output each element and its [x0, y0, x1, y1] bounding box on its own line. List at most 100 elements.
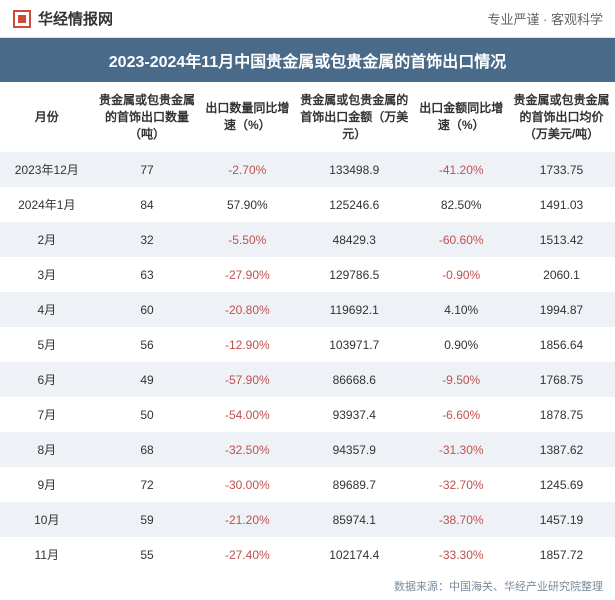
- table-row: 3月63-27.90%129786.5-0.90%2060.1: [0, 257, 615, 292]
- cell-avg: 1491.03: [508, 187, 615, 222]
- cell-avg: 1857.72: [508, 537, 615, 572]
- cell-qty: 72: [94, 467, 201, 502]
- col-header-qty: 贵金属或包贵金属的首饰出口数量（吨）: [94, 82, 201, 152]
- cell-qty-growth: -32.50%: [201, 432, 295, 467]
- cell-month: 5月: [0, 327, 94, 362]
- col-header-amount: 贵金属或包贵金属的首饰出口金额（万美元）: [294, 82, 414, 152]
- cell-amt-growth: -38.70%: [414, 502, 508, 537]
- cell-amt-growth: 4.10%: [414, 292, 508, 327]
- cell-qty: 84: [94, 187, 201, 222]
- cell-month: 2月: [0, 222, 94, 257]
- cell-avg: 1387.62: [508, 432, 615, 467]
- table-row: 8月68-32.50%94357.9-31.30%1387.62: [0, 432, 615, 467]
- cell-amount: 129786.5: [294, 257, 414, 292]
- cell-amount: 119692.1: [294, 292, 414, 327]
- cell-qty-growth: -30.00%: [201, 467, 295, 502]
- table-row: 10月59-21.20%85974.1-38.70%1457.19: [0, 502, 615, 537]
- cell-qty-growth: -5.50%: [201, 222, 295, 257]
- cell-avg: 1994.87: [508, 292, 615, 327]
- cell-amt-growth: -31.30%: [414, 432, 508, 467]
- cell-month: 8月: [0, 432, 94, 467]
- col-header-amt-growth: 出口金额同比增速（%）: [414, 82, 508, 152]
- logo-text: 华经情报网: [38, 8, 113, 29]
- cell-qty: 32: [94, 222, 201, 257]
- cell-qty-growth: -54.00%: [201, 397, 295, 432]
- logo-section: 华经情报网: [12, 8, 113, 29]
- cell-avg: 1457.19: [508, 502, 615, 537]
- cell-amt-growth: 82.50%: [414, 187, 508, 222]
- cell-month: 2023年12月: [0, 152, 94, 187]
- table-row: 2024年1月8457.90%125246.682.50%1491.03: [0, 187, 615, 222]
- cell-amount: 94357.9: [294, 432, 414, 467]
- data-table-container: 月份 贵金属或包贵金属的首饰出口数量（吨） 出口数量同比增速（%） 贵金属或包贵…: [0, 82, 615, 572]
- col-header-month: 月份: [0, 82, 94, 152]
- chart-title: 2023-2024年11月中国贵金属或包贵金属的首饰出口情况: [0, 38, 615, 82]
- cell-qty-growth: -20.80%: [201, 292, 295, 327]
- cell-qty-growth: -21.20%: [201, 502, 295, 537]
- cell-avg: 1856.64: [508, 327, 615, 362]
- cell-qty-growth: -57.90%: [201, 362, 295, 397]
- cell-qty-growth: -27.90%: [201, 257, 295, 292]
- cell-avg: 1513.42: [508, 222, 615, 257]
- cell-avg: 1878.75: [508, 397, 615, 432]
- data-table: 月份 贵金属或包贵金属的首饰出口数量（吨） 出口数量同比增速（%） 贵金属或包贵…: [0, 82, 615, 572]
- cell-qty: 60: [94, 292, 201, 327]
- table-row: 9月72-30.00%89689.7-32.70%1245.69: [0, 467, 615, 502]
- cell-amount: 86668.6: [294, 362, 414, 397]
- cell-month: 6月: [0, 362, 94, 397]
- cell-amount: 93937.4: [294, 397, 414, 432]
- cell-month: 2024年1月: [0, 187, 94, 222]
- cell-qty: 50: [94, 397, 201, 432]
- cell-qty: 55: [94, 537, 201, 572]
- col-header-avg: 贵金属或包贵金属的首饰出口均价（万美元/吨）: [508, 82, 615, 152]
- cell-qty-growth: 57.90%: [201, 187, 295, 222]
- cell-amt-growth: -0.90%: [414, 257, 508, 292]
- cell-month: 4月: [0, 292, 94, 327]
- table-row: 2023年12月77-2.70%133498.9-41.20%1733.75: [0, 152, 615, 187]
- cell-qty: 49: [94, 362, 201, 397]
- cell-avg: 1768.75: [508, 362, 615, 397]
- table-row: 7月50-54.00%93937.4-6.60%1878.75: [0, 397, 615, 432]
- tagline: 专业严谨 · 客观科学: [487, 9, 603, 28]
- cell-avg: 1245.69: [508, 467, 615, 502]
- cell-qty: 77: [94, 152, 201, 187]
- table-body: 2023年12月77-2.70%133498.9-41.20%1733.7520…: [0, 152, 615, 572]
- cell-avg: 1733.75: [508, 152, 615, 187]
- cell-amount: 48429.3: [294, 222, 414, 257]
- cell-amt-growth: -60.60%: [414, 222, 508, 257]
- table-row: 2月32-5.50%48429.3-60.60%1513.42: [0, 222, 615, 257]
- table-row: 5月56-12.90%103971.70.90%1856.64: [0, 327, 615, 362]
- cell-amt-growth: -41.20%: [414, 152, 508, 187]
- col-header-qty-growth: 出口数量同比增速（%）: [201, 82, 295, 152]
- cell-amt-growth: -32.70%: [414, 467, 508, 502]
- cell-month: 11月: [0, 537, 94, 572]
- logo-icon: [12, 9, 32, 29]
- cell-avg: 2060.1: [508, 257, 615, 292]
- cell-month: 9月: [0, 467, 94, 502]
- page-header: 华经情报网 专业严谨 · 客观科学: [0, 0, 615, 38]
- cell-qty: 56: [94, 327, 201, 362]
- cell-qty: 63: [94, 257, 201, 292]
- cell-amount: 103971.7: [294, 327, 414, 362]
- cell-amount: 85974.1: [294, 502, 414, 537]
- table-header-row: 月份 贵金属或包贵金属的首饰出口数量（吨） 出口数量同比增速（%） 贵金属或包贵…: [0, 82, 615, 152]
- cell-qty: 68: [94, 432, 201, 467]
- cell-amt-growth: -6.60%: [414, 397, 508, 432]
- cell-qty: 59: [94, 502, 201, 537]
- cell-amount: 102174.4: [294, 537, 414, 572]
- cell-qty-growth: -2.70%: [201, 152, 295, 187]
- cell-amount: 89689.7: [294, 467, 414, 502]
- cell-amt-growth: -9.50%: [414, 362, 508, 397]
- cell-amount: 133498.9: [294, 152, 414, 187]
- data-source-footer: 数据来源：中国海关、华经产业研究院整理: [0, 572, 615, 600]
- table-row: 4月60-20.80%119692.14.10%1994.87: [0, 292, 615, 327]
- table-row: 11月55-27.40%102174.4-33.30%1857.72: [0, 537, 615, 572]
- cell-amt-growth: -33.30%: [414, 537, 508, 572]
- cell-month: 3月: [0, 257, 94, 292]
- cell-qty-growth: -27.40%: [201, 537, 295, 572]
- table-row: 6月49-57.90%86668.6-9.50%1768.75: [0, 362, 615, 397]
- cell-amt-growth: 0.90%: [414, 327, 508, 362]
- cell-amount: 125246.6: [294, 187, 414, 222]
- cell-month: 7月: [0, 397, 94, 432]
- cell-month: 10月: [0, 502, 94, 537]
